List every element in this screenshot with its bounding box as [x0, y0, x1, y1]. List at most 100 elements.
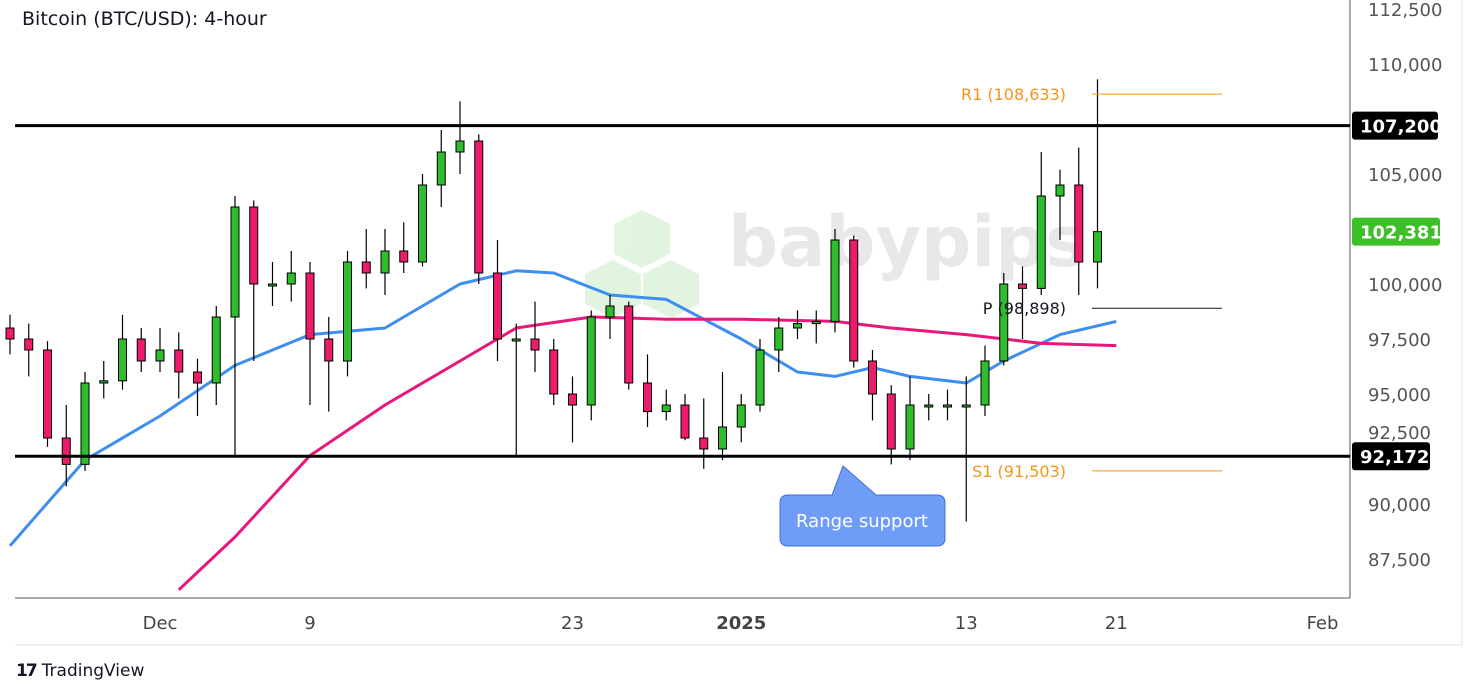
y-tick-label: 110,000 [1368, 55, 1442, 76]
candle-body [643, 382, 652, 413]
candle [1055, 169, 1065, 240]
candle [43, 341, 52, 447]
price-label-text: 107,200 [1360, 117, 1442, 138]
y-tick-label: 92,500 [1368, 423, 1431, 444]
candle-body [924, 404, 934, 408]
candle-body [624, 305, 634, 384]
candle [680, 394, 690, 441]
candle-body [736, 404, 746, 428]
time-axis [15, 599, 1350, 645]
candle [455, 101, 465, 174]
candle-body [211, 316, 221, 384]
candle-body [699, 437, 709, 450]
candle-body [830, 239, 840, 322]
candle-body [136, 338, 146, 362]
candle [493, 240, 502, 361]
watermark-logo: babypips [585, 201, 1087, 318]
price-label-badge [1352, 442, 1430, 471]
candle [699, 398, 709, 469]
annotation-callout [779, 465, 946, 547]
candle-body [718, 426, 727, 450]
chart-title: Bitcoin (BTC/USD): 4-hour [22, 8, 267, 30]
candle [249, 200, 259, 361]
candle-body [118, 338, 127, 382]
candle [793, 310, 802, 339]
price-label-badge [1352, 111, 1438, 140]
candle-body [80, 382, 90, 465]
y-tick-label: 87,500 [1368, 550, 1431, 571]
candle [830, 229, 840, 333]
candle-body [999, 283, 1009, 362]
candle-body [24, 338, 34, 351]
candle [24, 323, 34, 377]
y-tick-label: 100,000 [1368, 275, 1442, 296]
candle [305, 262, 315, 405]
candle [1036, 152, 1046, 295]
candle [661, 389, 671, 421]
candle-body [511, 338, 521, 342]
y-tick-label: 97,500 [1368, 330, 1431, 351]
candle [268, 262, 277, 306]
candle-body [174, 349, 184, 373]
candle-body [455, 140, 465, 153]
candle-body [380, 250, 390, 274]
tradingview-brand[interactable]: 17 TradingView [16, 661, 144, 681]
candle [286, 251, 296, 302]
candle-body [436, 151, 446, 186]
candle [1018, 266, 1027, 339]
candle [80, 372, 90, 471]
watermark-cube-icon [614, 210, 670, 268]
candle [999, 273, 1009, 366]
candle [530, 301, 540, 372]
x-tick-label: 2025 [716, 613, 766, 634]
x-tick-label: 21 [1105, 613, 1128, 634]
candle-body [549, 349, 559, 395]
candle [5, 314, 15, 355]
candle [849, 235, 859, 368]
candle [61, 405, 71, 487]
candle-body [1055, 184, 1065, 197]
candle-body [249, 206, 259, 285]
candle [943, 389, 952, 421]
candle-body [811, 320, 821, 325]
candle [586, 310, 596, 421]
moving-average-line [8, 269, 1117, 547]
candle-body [530, 338, 540, 351]
y-tick-label: 112,500 [1368, 0, 1442, 21]
candle-body [849, 239, 859, 362]
candle-body [343, 261, 352, 362]
candle-body [586, 316, 596, 406]
pivot-label: R1 (108,633) [961, 85, 1066, 104]
candle-body [61, 437, 71, 465]
candle-body [774, 327, 784, 351]
candle-body [305, 272, 315, 340]
candle [774, 317, 784, 372]
x-tick-label: 9 [304, 613, 315, 634]
watermark-text: babypips [728, 201, 1087, 283]
candle-body [230, 206, 240, 318]
candle-body [1036, 195, 1046, 289]
y-tick-label: 95,000 [1368, 385, 1431, 406]
y-tick-label: 105,000 [1368, 165, 1442, 186]
x-tick-label: Feb [1307, 613, 1339, 634]
candle [155, 328, 165, 372]
candle-body [1093, 231, 1102, 263]
watermark-cube-icon [643, 260, 699, 318]
candle-body [43, 349, 52, 439]
x-tick-label: 23 [561, 613, 584, 634]
y-tick-label: 90,000 [1368, 495, 1431, 516]
candle [961, 376, 971, 522]
watermark-cube-icon [585, 260, 641, 318]
candle-body [99, 380, 109, 384]
candle-body [755, 349, 765, 406]
candle [343, 251, 352, 377]
candle-body [286, 272, 296, 285]
candle-body [361, 261, 371, 274]
candle [549, 339, 559, 405]
candle-body [680, 404, 690, 439]
candle [136, 328, 146, 372]
candle [868, 350, 877, 421]
candle [736, 394, 746, 443]
candle [886, 385, 896, 465]
